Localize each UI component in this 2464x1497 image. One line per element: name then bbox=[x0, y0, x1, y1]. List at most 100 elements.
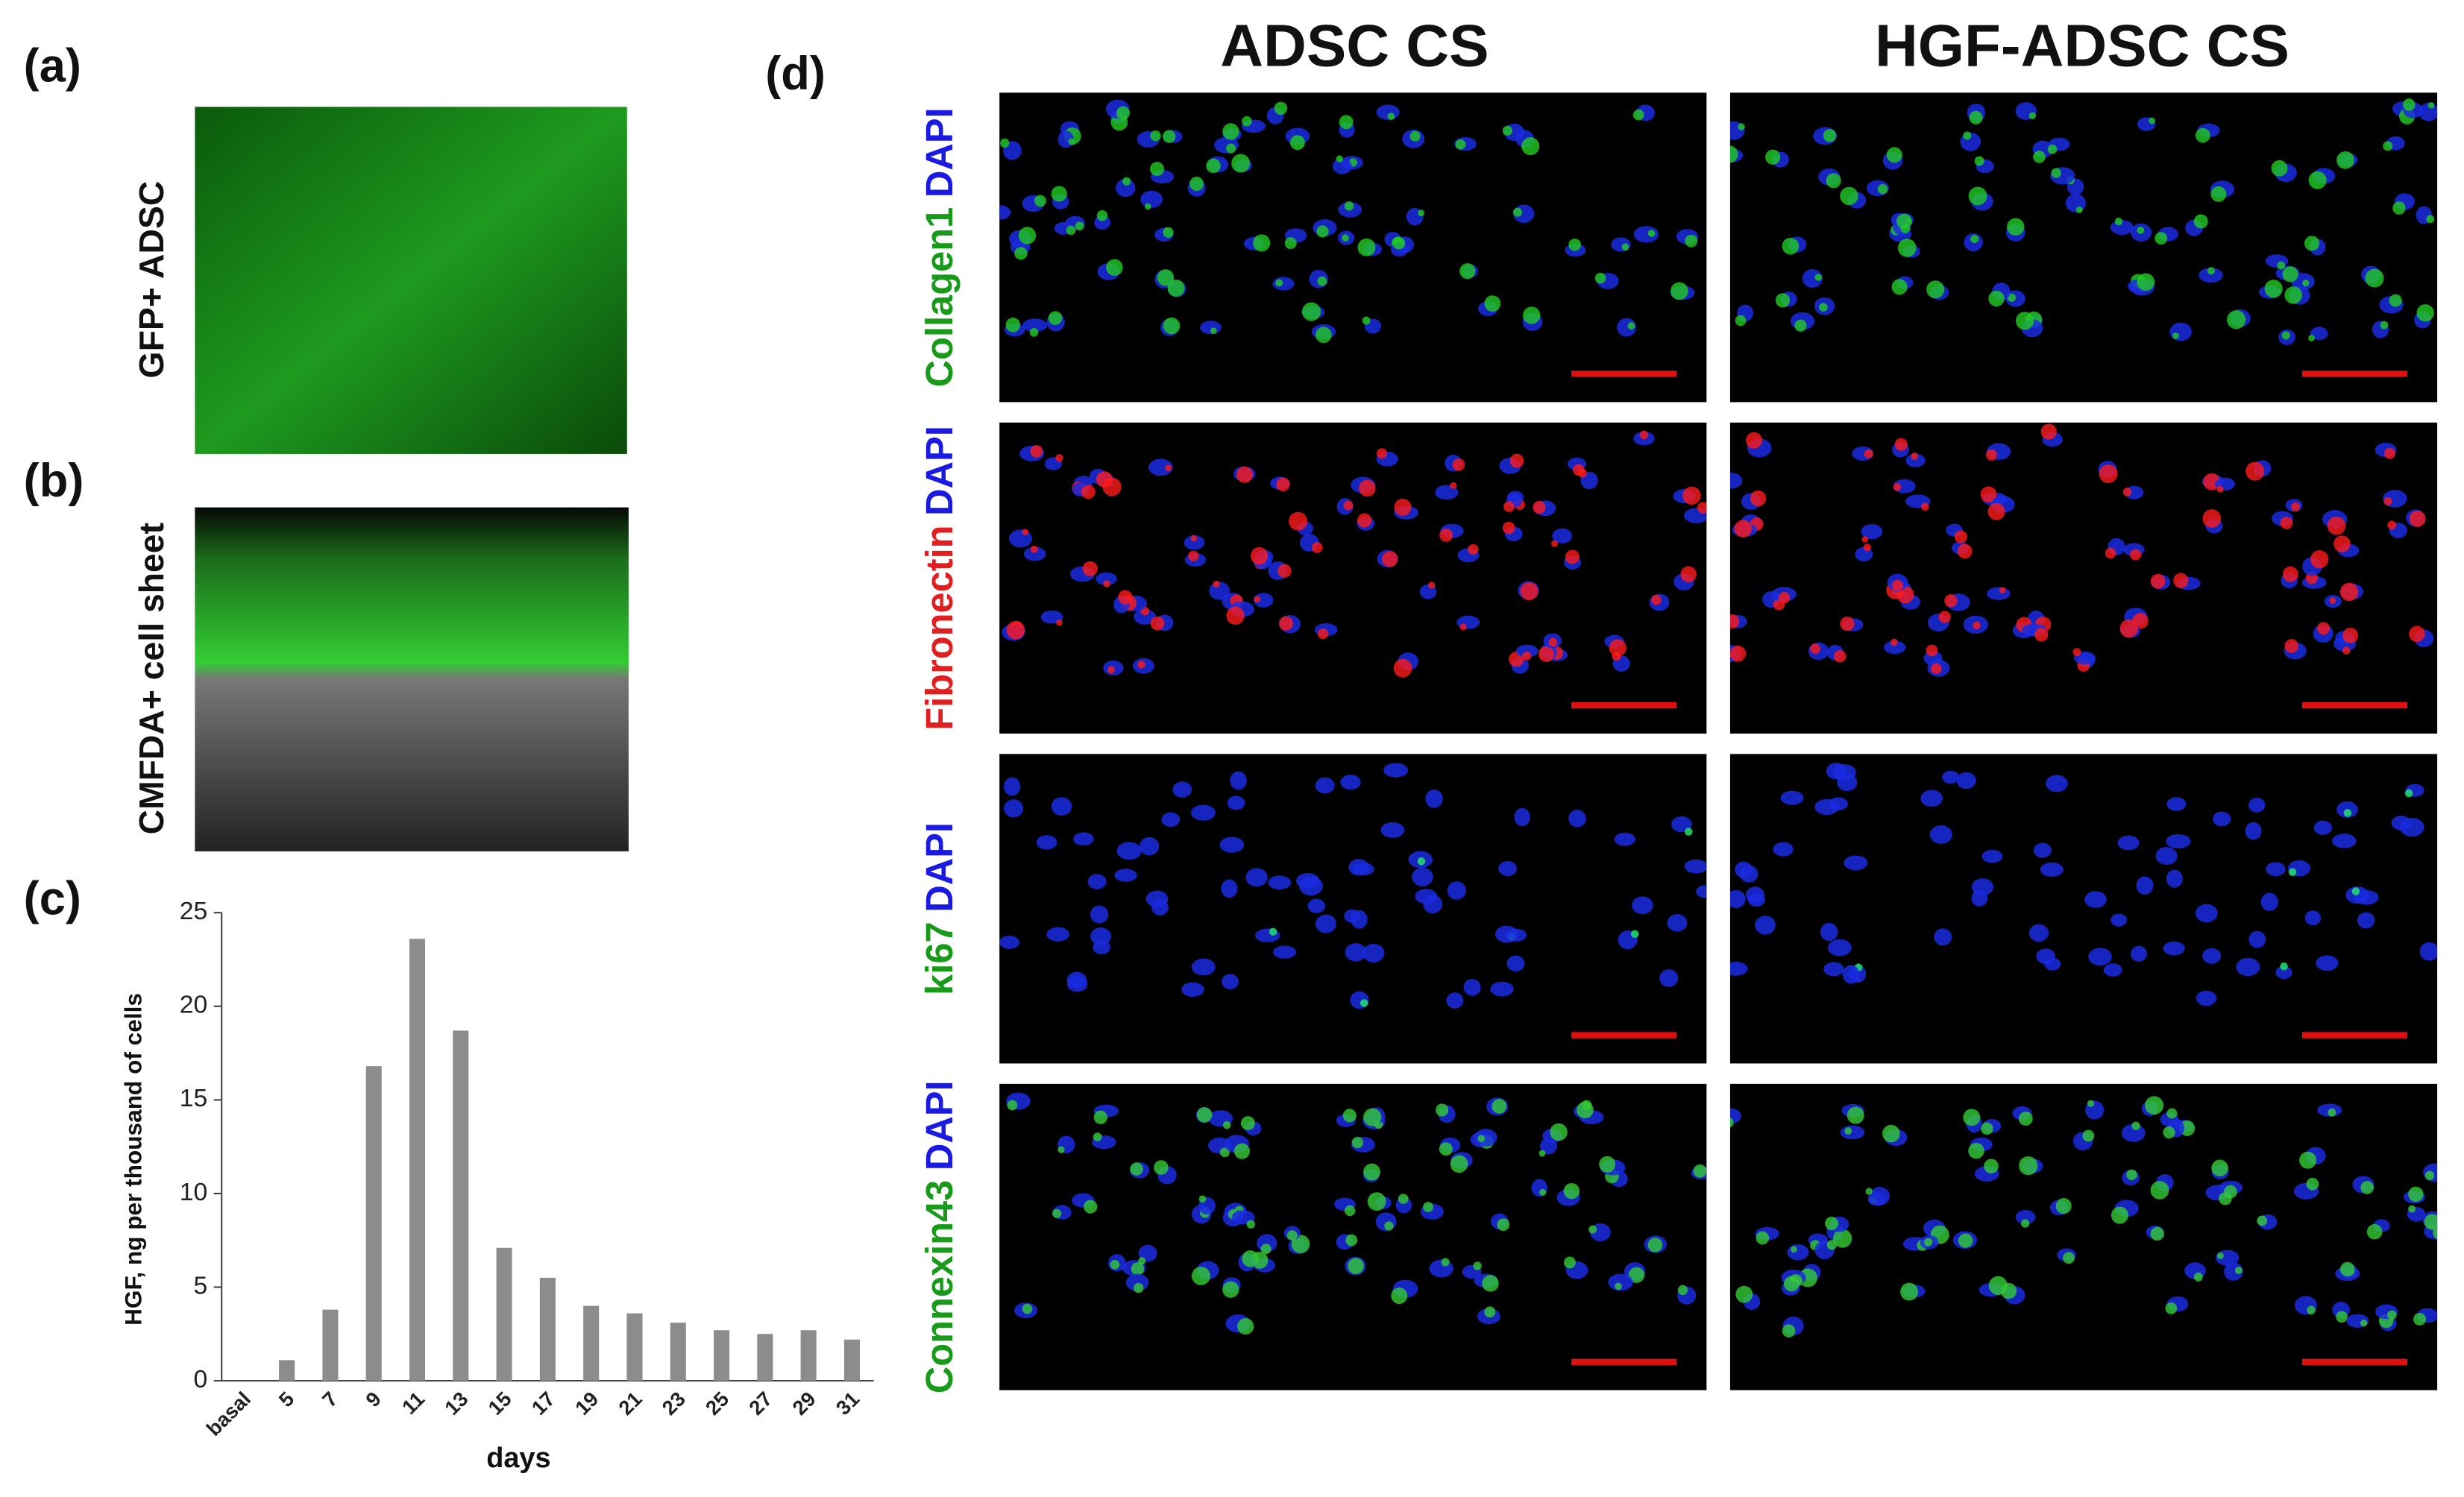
stain-signal bbox=[1289, 135, 1305, 151]
stain-signal bbox=[1289, 511, 1308, 531]
cell-nucleus bbox=[2260, 892, 2278, 912]
stain-signal bbox=[1735, 315, 1747, 327]
stain-signal bbox=[1931, 663, 1942, 675]
stain-signal bbox=[1163, 227, 1174, 238]
stain-signal bbox=[1138, 1257, 1146, 1265]
stain-signal bbox=[1968, 1142, 1984, 1159]
stain-signal bbox=[1452, 458, 1465, 471]
stain-signal bbox=[1269, 927, 1277, 936]
stain-signal bbox=[2424, 1170, 2435, 1180]
cell-nucleus bbox=[1755, 915, 1776, 935]
stain-signal bbox=[2150, 573, 2166, 589]
stain-signal bbox=[2342, 646, 2351, 655]
stain-signal bbox=[1052, 1208, 1062, 1218]
stain-signal bbox=[1729, 614, 1740, 628]
stain-signal bbox=[2384, 447, 2395, 459]
cell-nucleus bbox=[1929, 825, 1952, 844]
stain-signal bbox=[1450, 482, 1457, 489]
image-label: CMFDA+ cell sheet bbox=[132, 523, 171, 834]
stain-signal bbox=[1359, 479, 1376, 497]
stain-signal bbox=[1260, 1244, 1272, 1255]
cell-nucleus bbox=[1090, 905, 1109, 924]
stain-signal bbox=[2280, 962, 2288, 971]
stain-signal bbox=[1093, 1132, 1102, 1141]
stain-signal bbox=[1198, 1195, 1207, 1203]
cell-nucleus bbox=[1745, 886, 1765, 904]
cell-nucleus bbox=[2199, 268, 2223, 283]
stain-signal bbox=[1765, 149, 1781, 165]
bar bbox=[800, 1330, 817, 1381]
cell-nucleus bbox=[2046, 775, 2068, 792]
stain-signal bbox=[1210, 327, 1217, 334]
stain-signal bbox=[2165, 1302, 2178, 1314]
cell-nucleus bbox=[2136, 876, 2154, 895]
cell-nucleus bbox=[999, 205, 1011, 220]
x-tick-label: basal bbox=[202, 1387, 255, 1440]
cell-nucleus bbox=[1023, 546, 1046, 561]
stain-signal bbox=[1317, 628, 1329, 640]
cell-nucleus bbox=[1787, 1244, 1809, 1261]
stain-signal bbox=[1628, 1267, 1645, 1283]
stain-signal bbox=[1014, 247, 1028, 260]
stain-signal bbox=[2424, 1214, 2438, 1230]
stain-signal bbox=[1423, 1202, 1433, 1212]
stain-signal bbox=[1969, 110, 1983, 125]
stain-signal bbox=[1163, 317, 1181, 335]
cell-nucleus bbox=[1552, 528, 1573, 543]
stain-signal bbox=[1775, 293, 1791, 308]
stain-signal bbox=[2339, 1261, 2355, 1277]
cell-nucleus bbox=[2332, 833, 2357, 848]
cell-nucleus bbox=[2131, 945, 2147, 962]
stain-name: DAPI bbox=[918, 426, 961, 516]
stain-signal bbox=[2245, 461, 2265, 481]
stain-signal bbox=[1254, 596, 1261, 603]
cell-nucleus bbox=[2213, 811, 2231, 827]
stain-signal bbox=[2257, 1215, 2268, 1226]
stain-name: DAPI bbox=[918, 1080, 961, 1170]
stain-signal bbox=[1882, 1124, 1900, 1143]
stain-signal bbox=[2020, 1219, 2030, 1228]
cell-nucleus bbox=[1172, 781, 1192, 798]
stain-signal bbox=[1315, 327, 1332, 344]
stain-signal bbox=[1840, 186, 1858, 206]
cell-nucleus bbox=[2316, 955, 2339, 971]
stain-signal bbox=[2033, 151, 2046, 163]
stain-signal bbox=[1861, 536, 1869, 543]
marker-name: Fibronectin bbox=[918, 525, 961, 730]
cell-nucleus bbox=[1332, 158, 1352, 174]
column-title: ADSC CS bbox=[1220, 12, 1489, 78]
stain-signal bbox=[1509, 453, 1524, 468]
row-label: Fibronectin DAPI bbox=[918, 426, 961, 731]
stain-signal bbox=[1348, 1258, 1364, 1275]
stain-signal bbox=[1819, 303, 1828, 312]
stain-signal bbox=[2034, 628, 2049, 642]
stain-signal bbox=[1963, 131, 1972, 140]
stain-signal bbox=[1502, 125, 1512, 136]
stain-signal bbox=[2007, 293, 2017, 302]
stain-signal bbox=[1357, 513, 1372, 528]
cell-nucleus bbox=[1227, 795, 1245, 810]
cell-nucleus bbox=[1003, 777, 1021, 796]
cell-nucleus bbox=[1498, 860, 1517, 877]
stain-signal bbox=[2365, 268, 2384, 288]
stain-signal bbox=[1222, 1121, 1231, 1129]
stain-signal bbox=[1886, 147, 1902, 163]
x-tick-label: 23 bbox=[657, 1387, 689, 1419]
cell-nucleus bbox=[1087, 874, 1107, 889]
cell-nucleus bbox=[2028, 924, 2049, 942]
stain-signal bbox=[1122, 177, 1131, 186]
cell-nucleus bbox=[2036, 948, 2056, 965]
stain-signal bbox=[1030, 444, 1043, 458]
stain-signal bbox=[1954, 530, 1967, 543]
stain-signal bbox=[1130, 1162, 1143, 1176]
cell-nucleus bbox=[2202, 948, 2222, 964]
stain-signal bbox=[1745, 432, 1762, 449]
cell-nucleus bbox=[1046, 927, 1069, 942]
stain-signal bbox=[1729, 1118, 1734, 1128]
bar bbox=[626, 1313, 643, 1381]
stain-signal bbox=[2307, 1305, 2316, 1315]
y-axis-title: HGF, ng per thousand of cells bbox=[120, 993, 147, 1326]
stain-signal bbox=[1409, 130, 1421, 142]
cell-nucleus bbox=[1219, 836, 1245, 853]
cell-nucleus bbox=[2088, 948, 2112, 966]
